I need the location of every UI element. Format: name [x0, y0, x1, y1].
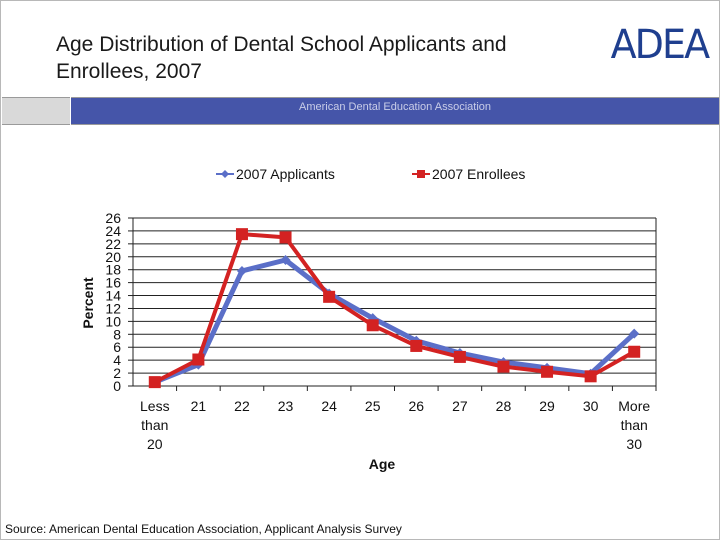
- y-tick-label: 2: [113, 365, 121, 381]
- x-tick-line: 22: [234, 398, 250, 414]
- x-tick-label: 30: [583, 398, 599, 414]
- y-tick-label: 22: [105, 236, 121, 252]
- data-point-enrollees: [235, 228, 248, 241]
- legend-marker-square: [417, 170, 425, 178]
- data-point-enrollees: [192, 353, 205, 366]
- adea-logo: ADEA: [610, 22, 711, 68]
- x-tick-line: 24: [321, 398, 337, 414]
- chart-legend: 2007 Applicants 2007 Enrollees: [216, 166, 525, 182]
- data-point-enrollees: [541, 365, 554, 378]
- data-point-enrollees: [366, 319, 379, 332]
- slide-title: Age Distribution of Dental School Applic…: [56, 33, 507, 83]
- y-tick-label: 4: [113, 352, 121, 368]
- x-tick-line: 28: [496, 398, 512, 414]
- x-tick-label: 26: [409, 398, 425, 414]
- data-point-enrollees: [584, 370, 597, 383]
- x-tick-line: 29: [539, 398, 555, 414]
- x-tick-line: 23: [278, 398, 294, 414]
- x-tick-label: 22: [234, 398, 250, 414]
- x-tick-line: 30: [583, 398, 599, 414]
- series-line-applicants: [153, 257, 636, 385]
- y-tick-label: 12: [105, 300, 121, 316]
- y-axis-label: Percent: [80, 277, 96, 329]
- x-tick-line: 27: [452, 398, 468, 414]
- x-tick-label: 27: [452, 398, 468, 414]
- x-tick-label: 24: [321, 398, 337, 414]
- data-point-enrollees: [323, 290, 336, 303]
- data-point-enrollees: [497, 360, 510, 373]
- data-point-applicants: [236, 265, 247, 276]
- y-tick-label: 24: [105, 223, 121, 239]
- y-tick-label: 8: [113, 326, 121, 342]
- x-tick-line: 26: [409, 398, 425, 414]
- x-tick-label: 25: [365, 398, 381, 414]
- chart-series: [148, 228, 641, 389]
- x-tick-label: 21: [191, 398, 207, 414]
- x-tick-line: 30: [626, 436, 642, 452]
- x-tick-label: More than 30: [618, 398, 650, 452]
- x-tick-label: Less than 20: [140, 398, 170, 452]
- banner-bar: American Dental Education Association: [71, 97, 719, 125]
- y-tick-label: 26: [105, 210, 121, 226]
- chart-axes: [128, 217, 657, 391]
- banner-text: American Dental Education Association: [299, 101, 491, 113]
- x-tick-label: 29: [539, 398, 555, 414]
- data-point-enrollees: [148, 376, 161, 389]
- data-point-enrollees: [453, 350, 466, 363]
- x-tick-line: 20: [147, 436, 163, 452]
- x-tick-line: than: [141, 417, 168, 433]
- chart-gridlines: [133, 217, 656, 374]
- banner-left-block: [2, 97, 70, 125]
- data-point-enrollees: [628, 345, 641, 358]
- legend-label: 2007 Enrollees: [432, 166, 525, 182]
- series-line-enrollees: [153, 232, 636, 384]
- y-tick-label: 16: [105, 275, 121, 291]
- data-point-enrollees: [410, 339, 423, 352]
- y-tick-label: 6: [113, 339, 121, 355]
- y-tick-label: 14: [105, 288, 121, 304]
- x-tick-line: More: [618, 398, 650, 414]
- y-tick-label: 18: [105, 262, 121, 278]
- y-tick-label: 0: [113, 378, 121, 394]
- data-point-applicants: [280, 255, 291, 265]
- y-tick-label: 10: [105, 313, 121, 329]
- x-tick-line: Less: [140, 398, 170, 414]
- legend-marker-diamond: [221, 170, 229, 178]
- y-tick-label: 20: [105, 249, 121, 265]
- x-tick-line: than: [621, 417, 648, 433]
- x-tick-labels: Less than 20 21 22 23 24 25 26 27 28 29 30 More than 30: [140, 398, 650, 452]
- legend-label: 2007 Applicants: [236, 166, 335, 182]
- data-point-enrollees: [279, 231, 292, 244]
- x-tick-label: 28: [496, 398, 512, 414]
- x-axis-label: Age: [369, 456, 396, 472]
- x-tick-line: 25: [365, 398, 381, 414]
- x-tick-line: 21: [191, 398, 207, 414]
- source-note: Source: American Dental Education Associ…: [5, 522, 402, 536]
- data-point-applicants: [629, 328, 640, 339]
- x-tick-label: 23: [278, 398, 294, 414]
